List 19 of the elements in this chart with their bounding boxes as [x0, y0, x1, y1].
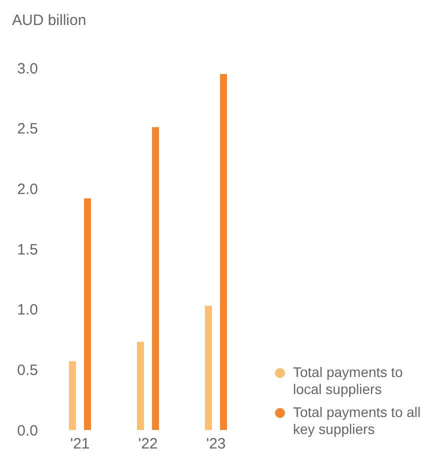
y-tick-label: 0.0 — [17, 422, 38, 440]
bar — [69, 361, 76, 430]
y-tick-label: 0.5 — [17, 362, 38, 379]
bar — [137, 342, 144, 430]
y-tick-label: 3.0 — [17, 60, 38, 78]
bar — [220, 74, 227, 430]
legend-label: Total payments to all key suppliers — [293, 404, 422, 438]
y-tick-label: 2.0 — [17, 180, 38, 198]
y-tick-label: 1.5 — [17, 241, 38, 258]
y-axis-title: AUD billion — [12, 12, 86, 29]
bar — [205, 306, 212, 430]
x-tick-label: '23 — [206, 436, 226, 453]
y-tick-label: 1.0 — [17, 302, 38, 319]
legend-label: Total payments to local suppliers — [293, 364, 404, 398]
bar — [152, 127, 159, 430]
y-tick-label: 2.5 — [17, 120, 38, 138]
x-tick-label: '21 — [70, 436, 90, 453]
bar — [84, 198, 91, 430]
x-tick-label: '22 — [138, 436, 158, 453]
